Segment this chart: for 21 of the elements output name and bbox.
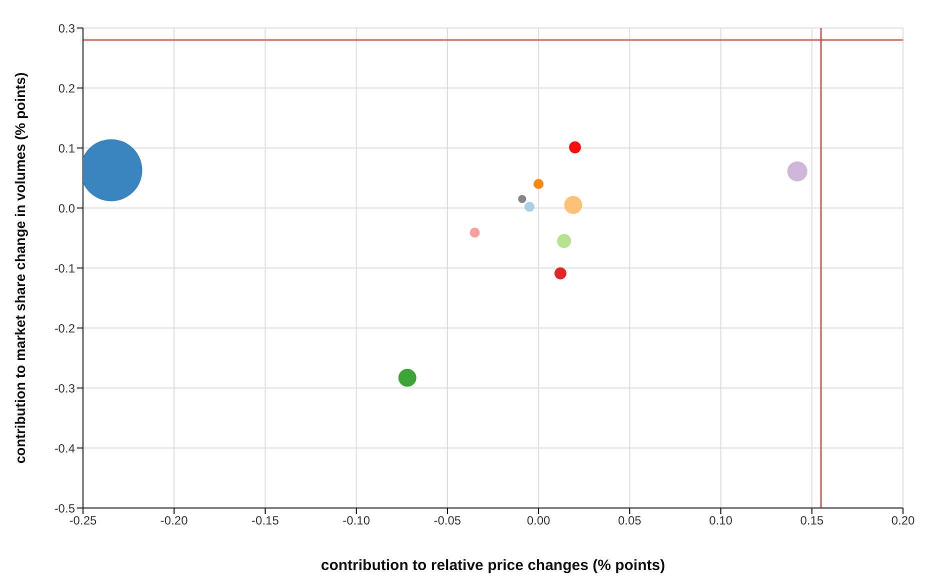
x-tick-label: -0.25: [69, 514, 97, 528]
y-tick-label: 0.2: [58, 81, 76, 96]
y-tick-label: 0.1: [58, 141, 76, 156]
x-tick-label: -0.20: [160, 514, 188, 528]
x-axis-title: contribution to relative price changes (% points): [320, 557, 666, 574]
y-axis-title: contribution to market share change in volumes (% points): [12, 72, 28, 464]
x-tick-label: 0.20: [891, 514, 915, 528]
y-tick-label: 0.3: [58, 21, 76, 36]
y-tick-label: -0.1: [54, 261, 76, 276]
x-tick-label: -0.15: [252, 514, 280, 528]
x-tick-label: 0.15: [800, 514, 824, 528]
y-tick-label: -0.5: [54, 501, 76, 516]
y-tick-label: -0.3: [54, 381, 76, 396]
x-tick-label: 0.10: [709, 514, 733, 528]
x-tick-label: -0.05: [434, 514, 462, 528]
x-tick-label: 0.05: [618, 514, 642, 528]
y-tick-label: -0.2: [54, 321, 76, 336]
y-tick-label: -0.4: [54, 441, 76, 456]
x-tick-label: 0.00: [526, 514, 551, 528]
x-tick-label: -0.10: [342, 514, 370, 528]
y-tick-label: 0.0: [58, 201, 76, 216]
